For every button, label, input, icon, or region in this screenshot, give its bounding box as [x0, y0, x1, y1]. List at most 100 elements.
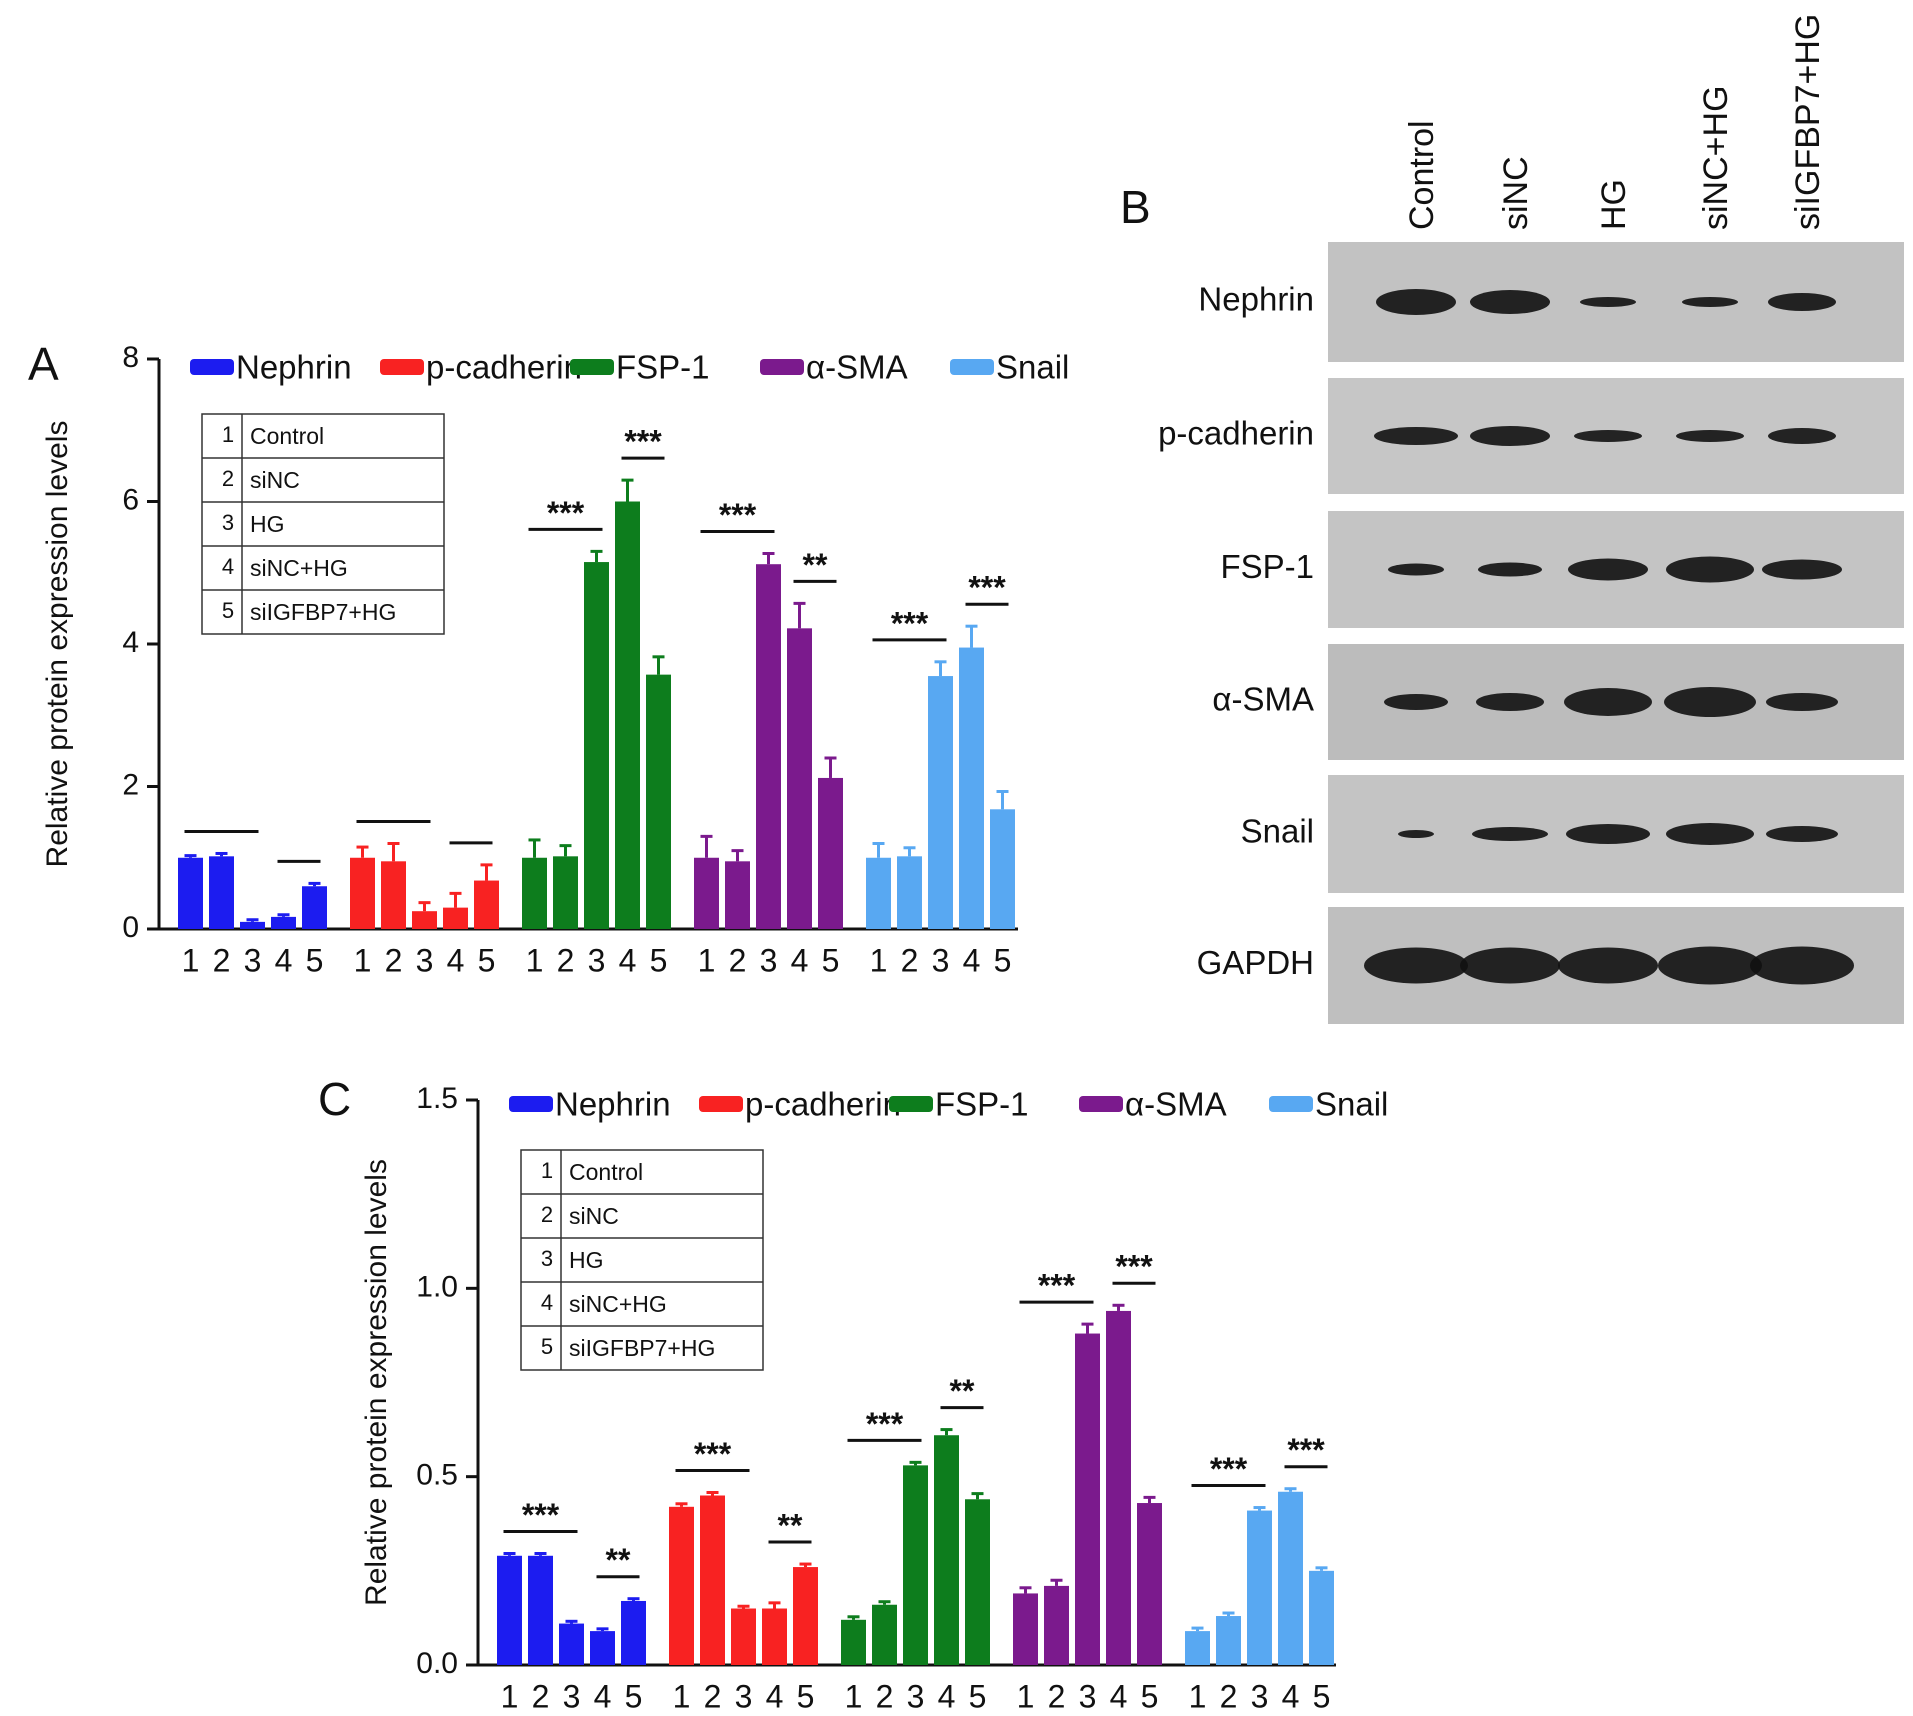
bar [1216, 1616, 1241, 1665]
x-tick-label: 4 [275, 942, 293, 978]
table-number: 5 [222, 598, 234, 623]
y-tick-label: 1.5 [416, 1082, 458, 1115]
x-tick-label: 5 [306, 942, 324, 978]
significance-label: *** [1115, 1249, 1153, 1285]
blot-band [1762, 559, 1842, 580]
x-tick-label: 2 [385, 942, 403, 978]
blot-band [1558, 947, 1658, 984]
blot-band [1470, 426, 1550, 446]
protein-label: Nephrin [1198, 281, 1314, 318]
x-tick-label: 4 [619, 942, 637, 978]
bar [474, 880, 499, 929]
blot-band [1376, 289, 1456, 315]
significance-label: *** [968, 570, 1006, 606]
blot-band [1768, 293, 1836, 311]
panel-label: A [28, 338, 59, 390]
legend-swatch [1269, 1096, 1313, 1112]
y-tick-label: 2 [122, 768, 139, 801]
x-tick-label: 3 [907, 1678, 925, 1714]
significance-label: *** [1287, 1432, 1325, 1468]
blot-band [1682, 297, 1738, 307]
bar [590, 1631, 615, 1665]
y-axis-label: Relative protein expression levels [360, 1159, 393, 1606]
bar [1137, 1503, 1162, 1665]
significance-label: ** [950, 1373, 975, 1409]
bar [1309, 1570, 1334, 1665]
x-tick-label: 5 [478, 942, 496, 978]
y-tick-label: 4 [122, 626, 139, 659]
y-tick-label: 8 [122, 341, 139, 374]
blot-band [1658, 946, 1762, 985]
x-tick-label: 2 [901, 942, 919, 978]
bar [553, 856, 578, 929]
x-tick-label: 5 [994, 942, 1012, 978]
blot-band [1470, 290, 1550, 314]
panel-label: B [1120, 181, 1151, 233]
significance-label: *** [891, 605, 929, 641]
blot-band [1364, 947, 1468, 984]
blot-band [1374, 427, 1458, 445]
blot-band [1580, 297, 1636, 307]
protein-label: FSP-1 [1220, 548, 1314, 585]
x-tick-label: 3 [1251, 1678, 1269, 1714]
table-number: 5 [541, 1334, 553, 1359]
bar [1247, 1510, 1272, 1665]
legend-label: p-cadherin [745, 1086, 901, 1123]
protein-label: GAPDH [1197, 944, 1314, 981]
table-number: 4 [541, 1290, 553, 1315]
x-tick-label: 2 [704, 1678, 722, 1714]
bar [240, 921, 265, 929]
bar [903, 1465, 928, 1665]
bar [209, 856, 234, 929]
x-tick-label: 5 [822, 942, 840, 978]
significance-label: ** [606, 1542, 631, 1578]
blot-band [1666, 556, 1754, 583]
bar [1044, 1585, 1069, 1665]
x-tick-label: 3 [760, 942, 778, 978]
x-tick-label: 5 [797, 1678, 815, 1714]
legend-label: p-cadherin [426, 349, 582, 386]
lane-label: siNC [1497, 156, 1535, 230]
table-number: 4 [222, 554, 234, 579]
legend-swatch [380, 359, 424, 375]
x-tick-label: 5 [1141, 1678, 1159, 1714]
table-label: siNC+HG [569, 1291, 667, 1317]
x-tick-label: 1 [870, 942, 888, 978]
x-tick-label: 3 [932, 942, 950, 978]
protein-label: α-SMA [1212, 681, 1314, 718]
x-tick-label: 2 [1220, 1678, 1238, 1714]
x-tick-label: 1 [501, 1678, 519, 1714]
bar [621, 1600, 646, 1665]
x-tick-label: 2 [876, 1678, 894, 1714]
bar [1013, 1593, 1038, 1665]
table-label: Control [569, 1159, 643, 1185]
table-label: HG [250, 511, 285, 537]
x-tick-label: 2 [213, 942, 231, 978]
blot-band [1398, 830, 1434, 838]
x-tick-label: 4 [447, 942, 465, 978]
panel-label: C [318, 1073, 351, 1125]
bar [302, 886, 327, 929]
bar [271, 916, 296, 929]
bar [866, 857, 891, 929]
bar [694, 857, 719, 929]
legend-swatch [889, 1096, 933, 1112]
bar [1278, 1491, 1303, 1665]
x-tick-label: 3 [588, 942, 606, 978]
legend-swatch [760, 359, 804, 375]
bar [559, 1623, 584, 1665]
table-label: siIGFBP7+HG [569, 1335, 715, 1361]
x-tick-label: 4 [963, 942, 981, 978]
significance-label: *** [1038, 1268, 1076, 1304]
bar [731, 1608, 756, 1665]
x-tick-label: 5 [650, 942, 668, 978]
blot-band [1766, 826, 1838, 842]
x-tick-label: 2 [1048, 1678, 1066, 1714]
legend-swatch [699, 1096, 743, 1112]
bar [965, 1499, 990, 1665]
blot-band [1666, 823, 1754, 845]
lane-label: siNC+HG [1697, 85, 1735, 230]
blot-band [1388, 563, 1444, 576]
bar [1185, 1631, 1210, 1665]
bar [615, 501, 640, 929]
